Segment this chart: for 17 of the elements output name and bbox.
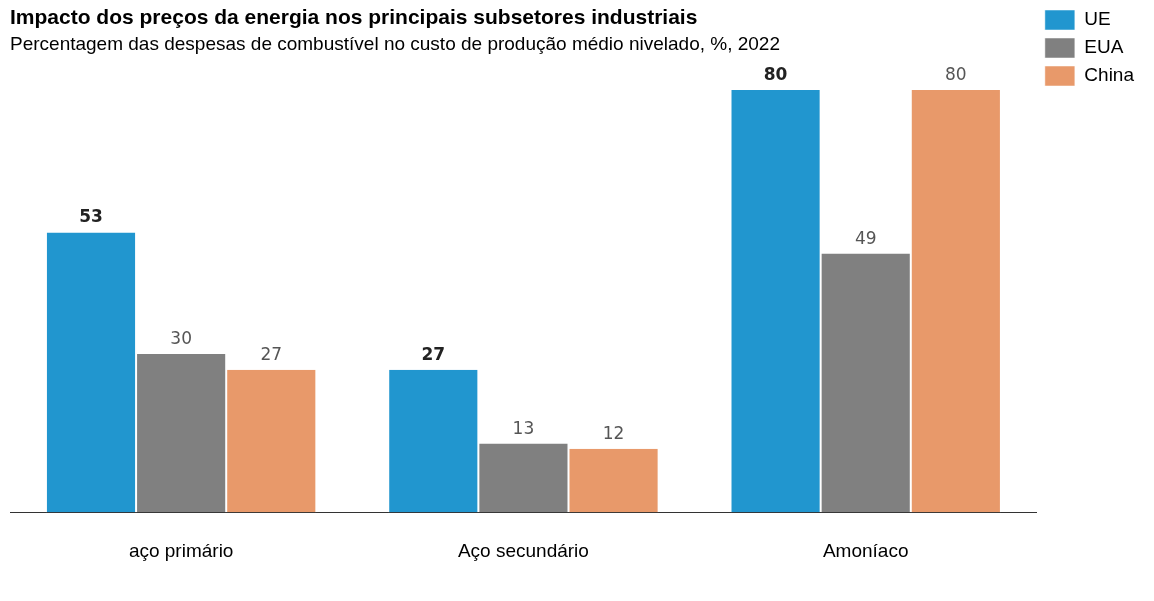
data-label: 49 xyxy=(854,227,877,248)
legend-label: China xyxy=(1084,64,1135,86)
chart-title: Impacto dos preços da energia nos principais subsetores industriais xyxy=(10,5,698,29)
data-label: 27 xyxy=(421,343,446,364)
data-label: 80 xyxy=(763,63,788,84)
legend-label: UE xyxy=(1084,8,1111,30)
x-tick-label: Amoníaco xyxy=(822,539,909,561)
x-tick-label: aço primário xyxy=(128,539,234,561)
data-label: 80 xyxy=(945,63,967,84)
x-tick-label: Aço secundário xyxy=(457,539,589,561)
chart-subtitle: Percentagem das despesas de combustível no custo de produção médio nivelado, %, 2022 xyxy=(10,32,780,54)
legend-label: EUA xyxy=(1084,36,1124,58)
data-label: 13 xyxy=(512,417,535,438)
data-label: 30 xyxy=(170,327,192,348)
data-label: 12 xyxy=(602,422,625,443)
data-label: 27 xyxy=(260,343,283,364)
data-label: 53 xyxy=(79,206,103,227)
